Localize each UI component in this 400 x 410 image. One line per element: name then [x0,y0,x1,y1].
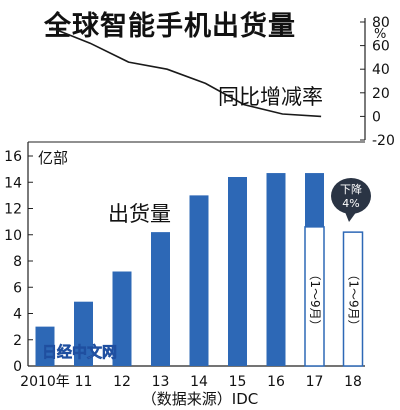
shipment-bar-3 [151,232,170,366]
bar-y-tick-label: 12 [4,202,22,218]
shipment-bar-0 [35,326,55,366]
shipment-bar-5 [228,177,247,366]
shipment-bar-4 [189,195,209,366]
x-tick-label: 18 [344,374,362,390]
x-tick-label: 15 [229,374,247,390]
line-series-label: 同比增减率 [218,85,323,109]
x-tick-label: 12 [113,374,131,390]
period-note-7: （1～9月） [308,268,322,331]
line-y-tick-label: 20 [372,86,390,102]
bar-y-tick-label: 0 [13,359,22,375]
callout-line2: 4% [342,197,359,210]
line-unit-label: % [374,27,386,42]
chart-title: 全球智能手机出货量 [44,11,296,42]
bar-unit-label: 亿部 [38,149,68,167]
line-y-tick-label: 40 [372,62,390,78]
source-label: （数据来源）IDC [141,390,259,408]
shipment-bar-2 [112,271,132,366]
x-tick-label: 2010年 [20,374,70,390]
shipment-bar-6 [266,173,286,366]
line-y-tick-label: 60 [372,39,390,55]
watermark-text: 日经中文网 [42,343,117,361]
bar-series-label: 出货量 [108,202,171,226]
callout-bubble [331,178,371,214]
line-y-tick-label: -20 [372,133,395,149]
line-y-tick-label: 80 [372,15,390,31]
growth-rate-line [51,27,322,118]
x-tick-label: 13 [152,374,170,390]
x-tick-label: 17 [306,374,324,390]
line-y-tick-label: 0 [372,109,381,125]
bar-y-tick-label: 6 [13,280,22,296]
x-tick-label: 14 [190,374,208,390]
x-tick-label: 16 [267,374,285,390]
bar-y-tick-label: 2 [13,333,22,349]
x-tick-label: 11 [75,374,93,390]
shipment-bar-1 [74,301,93,366]
partial-year-bar-8 [342,231,364,367]
bar-y-tick-label: 8 [13,254,22,270]
bar-y-tick-label: 10 [4,228,22,244]
bar-y-tick-label: 4 [13,307,22,323]
partial-year-bar-7 [304,226,325,367]
bar-y-tick-label: 16 [4,149,22,165]
callout-line1: 下降 [340,182,362,196]
bar-y-tick-label: 14 [4,175,22,191]
period-note-8: （1～9月） [347,268,361,331]
